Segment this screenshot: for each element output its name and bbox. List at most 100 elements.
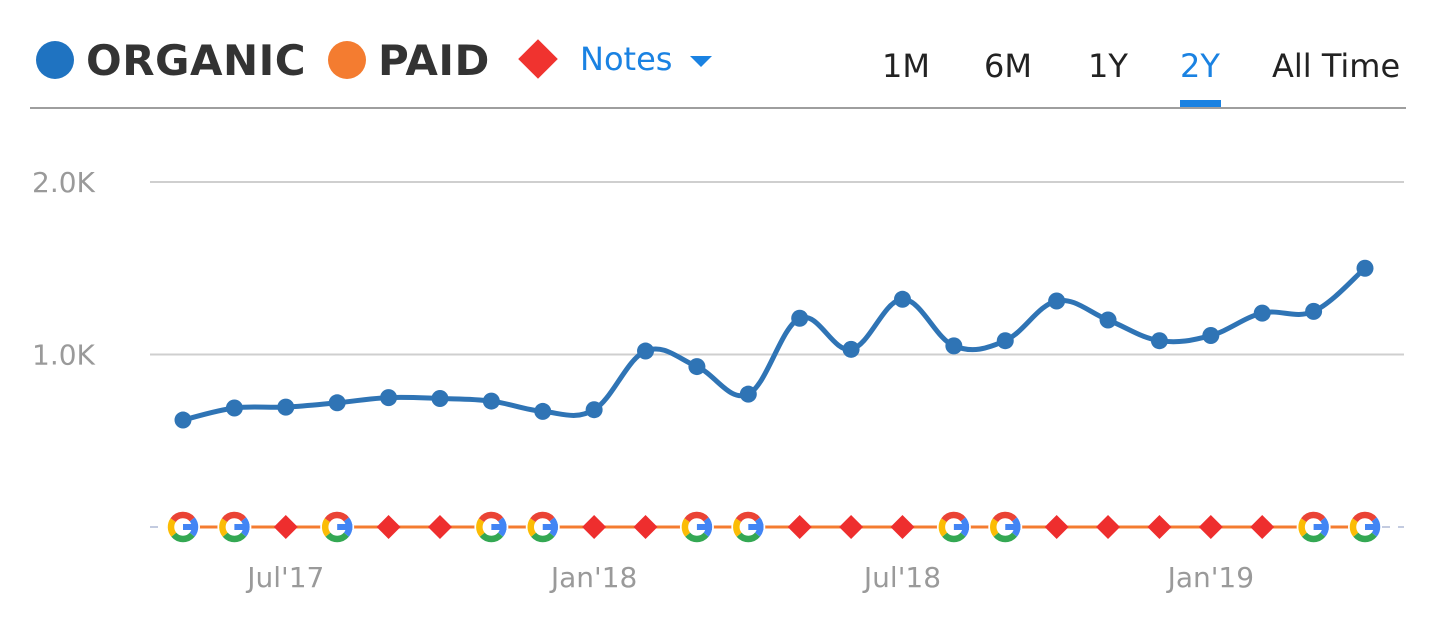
google-arc: [990, 518, 999, 537]
google-marker-23: [1348, 510, 1382, 544]
google-arc: [938, 518, 948, 537]
x-tick-label: Jul'17: [245, 561, 324, 594]
organic-point-4: [380, 389, 398, 407]
organic-point-2: [277, 398, 295, 416]
google-bar: [542, 524, 558, 530]
organic-point-15: [945, 337, 963, 355]
organic-point-18: [1099, 311, 1117, 329]
google-marker-3: [320, 510, 355, 544]
note-marker-2: [273, 515, 298, 539]
google-marker-22: [1296, 510, 1331, 544]
google-bar: [696, 524, 712, 530]
organic-point-11: [739, 385, 757, 403]
google-arc: [479, 532, 504, 543]
organic-point-22: [1305, 302, 1323, 320]
google-marker-11: [731, 510, 766, 544]
google-arc: [321, 518, 331, 537]
legend-paid-label: PAID: [378, 35, 490, 85]
organic-point-21: [1253, 304, 1271, 322]
google-arc: [736, 532, 760, 543]
tab-2y[interactable]: 2Y: [1180, 47, 1220, 85]
note-marker-19: [1147, 515, 1172, 539]
google-arc: [685, 532, 709, 543]
organic-point-14: [893, 290, 911, 308]
organic-point-5: [431, 389, 449, 407]
note-marker-14: [890, 515, 915, 539]
google-arc: [531, 532, 555, 543]
google-marker-16: [988, 510, 1023, 544]
note-marker-20: [1198, 515, 1223, 539]
note-marker-21: [1250, 515, 1275, 539]
google-bar: [953, 524, 969, 530]
google-marker-7: [525, 510, 560, 544]
organic-point-19: [1150, 332, 1168, 350]
chevron-down-icon: [690, 55, 713, 67]
organic-series-line: [180, 265, 1368, 423]
google-arc: [530, 511, 555, 523]
google-arc: [324, 511, 349, 523]
notes-label: Notes: [580, 40, 673, 78]
tab-all-time[interactable]: All Time: [1272, 47, 1401, 85]
google-arc: [1298, 518, 1308, 537]
google-arc: [941, 511, 966, 523]
google-marker-15: [936, 510, 971, 544]
notes-dropdown[interactable]: Notes: [518, 36, 713, 82]
google-arc: [1353, 532, 1377, 543]
organic-point-20: [1202, 327, 1220, 345]
note-marker-9: [633, 515, 658, 539]
google-arc: [993, 532, 1017, 543]
x-tick-label: Jan'19: [1166, 561, 1255, 594]
google-bar: [337, 524, 353, 530]
tab-1m[interactable]: 1M: [882, 47, 930, 85]
google-bar: [491, 524, 507, 530]
organic-point-10: [688, 358, 706, 376]
organic-point-0: [174, 411, 192, 429]
tab-1y[interactable]: 1Y: [1088, 47, 1128, 85]
google-arc: [221, 511, 247, 523]
organic-point-16: [996, 332, 1014, 350]
google-bar: [1005, 524, 1021, 530]
x-tick-label: Jan'18: [549, 561, 638, 594]
google-arc: [222, 532, 247, 543]
google-marker-0: [166, 510, 200, 544]
organic-point-6: [482, 392, 500, 410]
organic-point-8: [585, 401, 603, 419]
organic-dot-icon: [36, 41, 74, 79]
x-tick-label: Jul'18: [862, 561, 941, 594]
paid-dot-icon: [328, 41, 366, 79]
organic-point-9: [637, 342, 655, 360]
google-marker-10: [679, 510, 714, 544]
organic-point-7: [534, 402, 552, 420]
legend-paid[interactable]: PAID: [328, 32, 490, 88]
google-bar: [1313, 524, 1329, 530]
organic-point-1: [225, 399, 243, 417]
tab-6m[interactable]: 6M: [984, 47, 1032, 85]
google-arc: [219, 518, 228, 537]
legend-organic[interactable]: ORGANIC: [36, 32, 306, 88]
chart-header: [30, 0, 1406, 109]
google-arc: [992, 511, 1017, 523]
note-marker-13: [839, 515, 864, 539]
organic-point-23: [1356, 259, 1374, 277]
organic-point-12: [791, 309, 809, 327]
google-bar: [748, 524, 764, 530]
google-arc: [1301, 511, 1326, 523]
google-bar: [234, 524, 250, 530]
google-arc: [325, 532, 349, 543]
note-marker-17: [1044, 515, 1069, 539]
organic-point-3: [328, 394, 346, 412]
google-arc: [1301, 532, 1326, 543]
note-marker-18: [1096, 515, 1121, 539]
note-marker-5: [427, 515, 452, 539]
google-arc: [942, 532, 966, 543]
google-arc: [681, 518, 691, 537]
google-arc: [1352, 511, 1377, 523]
y-tick-label: 2.0K: [32, 166, 96, 199]
google-arc: [527, 518, 537, 537]
google-marker-6: [474, 510, 509, 544]
organic-point-13: [842, 340, 860, 358]
google-arc: [171, 532, 195, 543]
y-tick-label: 1.0K: [32, 339, 96, 372]
google-arc: [735, 511, 760, 523]
